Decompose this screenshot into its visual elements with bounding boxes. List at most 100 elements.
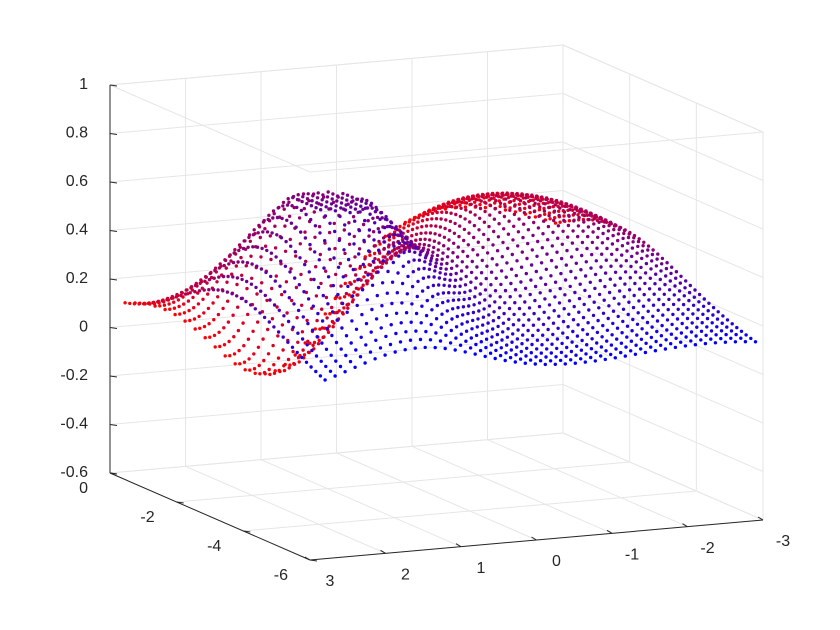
data-point	[449, 266, 454, 270]
data-point	[255, 264, 259, 268]
data-point	[441, 202, 445, 207]
data-point	[259, 255, 263, 259]
data-point	[560, 341, 564, 346]
data-point	[676, 307, 680, 311]
data-point	[340, 311, 345, 315]
data-point	[338, 214, 342, 219]
data-point	[286, 319, 291, 324]
data-point	[330, 319, 335, 324]
data-point	[634, 343, 638, 347]
data-point	[515, 337, 520, 341]
data-point	[330, 333, 334, 338]
data-point	[596, 226, 601, 231]
data-point	[501, 321, 506, 325]
data-point	[660, 256, 665, 261]
data-point	[499, 282, 503, 287]
data-point	[744, 333, 748, 337]
data-point	[531, 333, 535, 338]
data-point	[538, 291, 542, 295]
data-point	[688, 283, 692, 288]
data-point	[482, 220, 487, 224]
data-point	[426, 209, 431, 213]
data-point	[610, 242, 615, 246]
data-point	[632, 293, 636, 298]
data-point	[407, 260, 411, 264]
data-point	[495, 340, 499, 345]
data-point	[660, 323, 664, 328]
data-point	[299, 230, 303, 234]
data-point	[386, 269, 390, 274]
data-point	[279, 262, 283, 266]
data-point	[367, 228, 372, 232]
data-point	[576, 224, 581, 228]
data-point	[459, 277, 463, 281]
data-point	[311, 304, 315, 308]
data-point	[626, 312, 630, 317]
data-point	[305, 343, 309, 347]
data-point	[562, 214, 566, 218]
data-point	[567, 312, 571, 316]
data-point	[293, 353, 297, 357]
data-point	[433, 269, 437, 273]
data-point	[431, 283, 436, 288]
data-point	[389, 220, 393, 224]
data-point	[335, 310, 339, 315]
data-point	[188, 318, 192, 323]
data-point	[349, 200, 354, 204]
data-point	[438, 271, 442, 275]
z-tick-label: 0.8	[66, 125, 88, 142]
data-point	[489, 343, 493, 347]
data-point	[509, 348, 513, 352]
data-point	[625, 249, 629, 253]
data-point	[377, 239, 381, 244]
data-point	[333, 229, 337, 234]
data-point	[300, 199, 304, 204]
z-tick-label: 0.4	[66, 222, 88, 239]
data-point	[357, 252, 361, 256]
y-tick-label: 0	[79, 480, 88, 497]
data-point	[308, 242, 312, 247]
data-point	[450, 317, 454, 321]
data-point	[517, 306, 522, 311]
data-point	[542, 209, 547, 213]
data-point	[462, 227, 467, 232]
data-point	[237, 248, 241, 253]
axes	[109, 84, 764, 562]
data-point	[462, 297, 466, 302]
data-point	[618, 276, 622, 280]
data-point	[302, 290, 306, 294]
data-point	[541, 322, 546, 327]
data-point	[346, 284, 350, 289]
data-point	[465, 320, 469, 324]
grid-line-z-side	[562, 93, 764, 181]
data-point	[433, 345, 437, 350]
data-point	[475, 194, 479, 198]
data-point	[514, 196, 518, 200]
data-point	[283, 264, 288, 268]
data-point	[557, 314, 561, 318]
data-point	[532, 311, 536, 316]
data-point	[381, 236, 386, 240]
data-point	[434, 331, 438, 335]
data-point	[650, 259, 654, 263]
data-point	[326, 190, 330, 194]
data-point	[548, 359, 553, 363]
data-point	[422, 211, 426, 215]
data-point	[652, 292, 656, 296]
data-point	[328, 221, 332, 225]
data-point	[433, 232, 437, 236]
data-point	[306, 350, 311, 354]
data-point	[636, 311, 640, 315]
data-point	[703, 341, 708, 346]
data-point	[359, 278, 363, 282]
data-point	[524, 354, 528, 358]
data-point	[659, 343, 663, 347]
data-point	[325, 200, 329, 204]
x-tick-mark	[606, 529, 613, 534]
data-point	[383, 217, 388, 221]
data-point	[316, 342, 321, 346]
data-point	[167, 302, 171, 306]
data-point	[590, 252, 594, 257]
data-point	[704, 333, 708, 337]
data-point	[415, 226, 419, 230]
